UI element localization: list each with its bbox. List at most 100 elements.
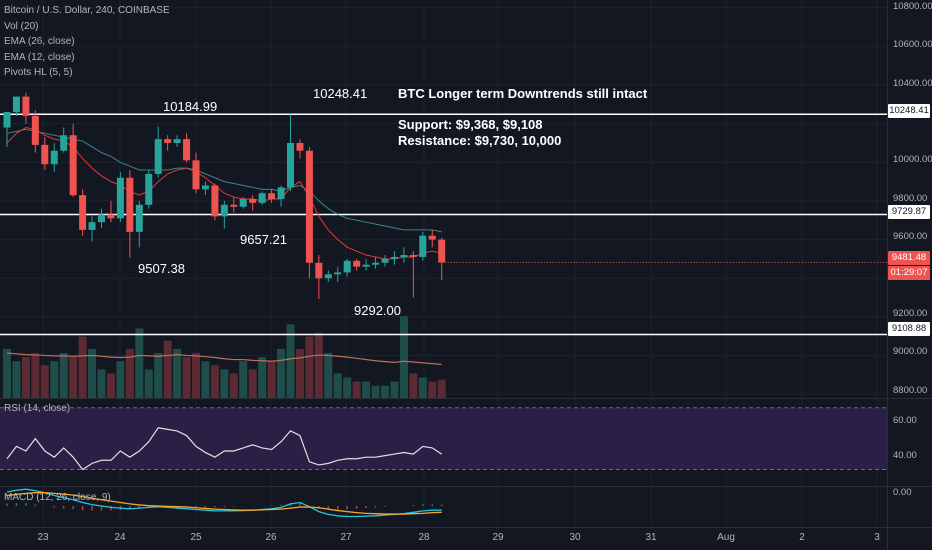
candle-body: [145, 173, 153, 205]
volume-bar: [182, 357, 191, 398]
ema26-line: [6, 128, 442, 233]
volume-bar: [97, 369, 106, 398]
candle-body: [154, 139, 162, 174]
time-tick: Aug: [717, 532, 735, 543]
volume-bar: [210, 365, 219, 398]
volume-bar: [286, 324, 295, 398]
volume-bar: [59, 353, 68, 398]
volume-bar: [192, 353, 200, 398]
candle-body: [239, 199, 247, 207]
candle-body: [381, 258, 389, 263]
candle-body: [249, 199, 257, 203]
rsi-pane-title[interactable]: RSI (14, close): [4, 403, 71, 414]
volume-bar: [135, 328, 144, 398]
candle-body: [334, 272, 342, 275]
candle-body: [400, 255, 408, 257]
time-tick: 30: [569, 532, 581, 543]
pivot-label-9507: 9507.38: [138, 261, 185, 276]
volume-bar: [69, 357, 78, 398]
volume-bar: [277, 348, 286, 398]
pivot-label-10184: 10184.99: [163, 99, 218, 114]
candle-body: [372, 262, 380, 265]
countdown-tag: 01:29:07: [888, 266, 930, 280]
candle-body: [183, 139, 191, 161]
volume-bar: [31, 353, 40, 398]
candle-body: [126, 177, 134, 232]
candle-body: [60, 135, 68, 151]
candle-body: [164, 139, 172, 143]
candle-body: [3, 112, 11, 128]
time-tick: 27: [340, 532, 352, 543]
volume-bar: [343, 377, 352, 398]
main-legend: Bitcoin / U.S. Dollar, 240, COINBASE Vol…: [4, 3, 170, 81]
volume-bar: [295, 348, 304, 398]
candle-body: [362, 264, 370, 267]
hline-tag-9108[interactable]: 9108.88: [888, 322, 930, 336]
volume-bar: [399, 316, 408, 398]
candle-body: [173, 139, 181, 143]
candle-body: [50, 150, 58, 165]
candle-body: [277, 187, 285, 199]
time-tick: 26: [265, 532, 277, 543]
candle-body: [116, 177, 124, 219]
volume-bar: [324, 353, 333, 398]
last-price-tag: 9481.48: [888, 251, 930, 265]
legend-ema26[interactable]: EMA (26, close): [4, 36, 75, 47]
volume-bar: [40, 365, 49, 398]
volume-bar: [125, 348, 134, 398]
volume-bar: [437, 379, 446, 398]
candle-body: [268, 193, 276, 199]
pivot-label-9292: 9292.00: [354, 303, 401, 318]
volume-bar: [173, 348, 182, 398]
candle-body: [428, 235, 436, 240]
time-tick: 2: [799, 532, 805, 543]
pivot-label-10248: 10248.41: [313, 86, 368, 101]
volume-bar: [154, 353, 163, 398]
volume-bar: [88, 348, 97, 398]
macd-pane-title[interactable]: MACD (12, 26, close, 9): [4, 492, 111, 503]
candle-body: [230, 204, 238, 207]
volume-bar: [390, 381, 399, 398]
legend-pivots[interactable]: Pivots HL (5, 5): [4, 67, 73, 78]
candle-body: [220, 204, 228, 217]
volume-bar: [314, 332, 323, 398]
volume-bar: [333, 373, 342, 398]
rsi-tick: 40.00: [893, 450, 917, 461]
volume-bar: [352, 381, 361, 398]
support-annotation: Support: $9,368, $9,108: [398, 117, 543, 132]
volume-bar: [428, 381, 437, 398]
volume-bar: [418, 377, 427, 398]
time-tick: 29: [492, 532, 504, 543]
legend-volume[interactable]: Vol (20): [4, 20, 39, 32]
candle-body: [409, 255, 417, 257]
volume-bar: [248, 369, 257, 398]
legend-symbol[interactable]: Bitcoin / U.S. Dollar, 240, COINBASE: [4, 5, 170, 16]
candle-body: [69, 135, 77, 196]
volume-bar: [116, 361, 125, 398]
time-tick: 31: [645, 532, 657, 543]
candle-body: [192, 160, 200, 190]
hline-tag-10248[interactable]: 10248.41: [888, 104, 930, 118]
time-tick: 25: [190, 532, 202, 543]
candle-body: [324, 274, 332, 279]
volume-bar: [21, 357, 30, 398]
candle-body: [315, 262, 323, 279]
candle-body: [31, 115, 39, 145]
volume-bar: [409, 373, 418, 398]
price-tick: 8800.00: [893, 385, 928, 396]
price-tick: 10400.00: [893, 78, 932, 89]
hline-tag-9729[interactable]: 9729.87: [888, 205, 930, 219]
headline-annotation: BTC Longer term Downtrends still intact: [398, 86, 648, 101]
volume-bar: [3, 348, 11, 398]
volume-ma-line: [6, 352, 442, 366]
rsi-line: [6, 427, 443, 471]
ema12-line: [6, 126, 442, 260]
rsi-tick: 60.00: [893, 415, 917, 426]
volume-bar: [381, 385, 389, 398]
volume-bar: [371, 385, 380, 398]
price-tick: 9600.00: [893, 231, 928, 242]
volume-bar: [239, 361, 248, 398]
macd-signal-line: [6, 492, 442, 515]
legend-ema12[interactable]: EMA (12, close): [4, 51, 75, 63]
